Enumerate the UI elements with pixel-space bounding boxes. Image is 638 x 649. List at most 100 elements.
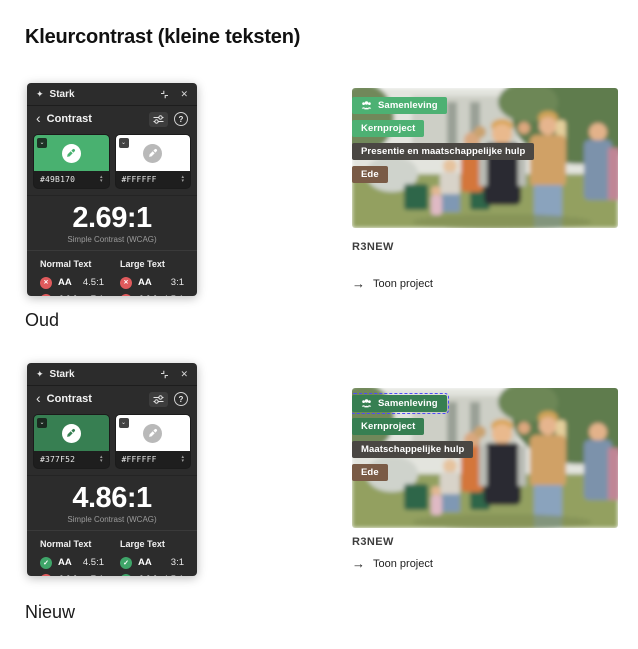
project-card-new: Samenleving Kernproject Maatschappelijke… bbox=[352, 388, 618, 570]
swatch-row: ⌄ #49B170 ▴ ▾ ⌄ #FFFFFF ▴ ▾ bbox=[27, 132, 197, 195]
ratio-caption: Simple Contrast (WCAG) bbox=[67, 235, 157, 245]
minimize-icon[interactable] bbox=[160, 370, 169, 379]
sliders-icon bbox=[153, 394, 164, 404]
tag-stack: Samenleving Kernproject Maatschappelijke… bbox=[352, 388, 474, 487]
stark-logo-icon: ✦ bbox=[36, 88, 44, 99]
sliders-icon bbox=[153, 114, 164, 124]
ratio-caption: Simple Contrast (WCAG) bbox=[67, 515, 157, 525]
result-badge bbox=[120, 556, 132, 569]
help-button[interactable]: ? bbox=[174, 112, 188, 126]
level-label: AAA bbox=[138, 294, 159, 296]
photo-tag-presentie[interactable]: Presentie en maatschappelijke hulp bbox=[352, 143, 535, 160]
large-text-header: Large Text bbox=[120, 539, 165, 550]
requirement-value: 3:1 bbox=[170, 277, 184, 289]
result-badge bbox=[40, 573, 52, 576]
result-badge bbox=[120, 293, 132, 296]
hex-stepper[interactable]: ▴ ▾ bbox=[181, 454, 184, 464]
tag-label: Maatschappelijke hulp bbox=[361, 444, 465, 455]
contrast-view-title: Contrast bbox=[46, 113, 92, 125]
normal-text-header: Normal Text bbox=[40, 259, 92, 270]
level-label: AA bbox=[138, 557, 152, 569]
result-badge bbox=[120, 573, 132, 576]
swatch-dropdown-icon[interactable]: ⌄ bbox=[118, 418, 129, 428]
wcag-results: Normal Text AA 4.5:1 AAA 7:1 Large Text … bbox=[27, 530, 197, 576]
photo-tag-samenleving[interactable]: Samenleving bbox=[352, 97, 447, 114]
project-link[interactable]: → Toon project bbox=[352, 557, 618, 570]
project-link-label: Toon project bbox=[373, 277, 433, 290]
back-chevron-icon[interactable]: ‹ bbox=[36, 390, 41, 406]
level-label: AA bbox=[58, 557, 72, 569]
level-label: AAA bbox=[58, 294, 79, 296]
stark-logo-icon: ✦ bbox=[36, 368, 44, 379]
level-label: AA bbox=[138, 277, 152, 289]
hex-row[interactable]: #49B170 ▴ ▾ bbox=[34, 171, 109, 188]
stark-app-title: Stark bbox=[49, 368, 75, 380]
photo-tag-kernproject[interactable]: Kernproject bbox=[352, 418, 425, 435]
stark-titlebar: ✦ Stark ✕ bbox=[27, 83, 197, 106]
adjust-settings-button[interactable] bbox=[149, 111, 168, 127]
help-button[interactable]: ? bbox=[174, 392, 188, 406]
stark-app-title: Stark bbox=[49, 88, 75, 100]
result-badge bbox=[40, 276, 52, 289]
photo-tag-kernproject[interactable]: Kernproject bbox=[352, 120, 425, 137]
stark-subbar: ‹ Contrast ? bbox=[27, 386, 197, 412]
arrow-right-icon: → bbox=[352, 276, 365, 291]
background-swatch[interactable]: ⌄ #FFFFFF ▴ ▾ bbox=[114, 134, 191, 189]
background-hex-value: #FFFFFF bbox=[121, 455, 157, 464]
people-icon bbox=[361, 399, 372, 408]
contrast-ratio: 4.86:1 bbox=[72, 482, 152, 514]
tag-label: Kernproject bbox=[361, 123, 416, 134]
project-title: R3NEW bbox=[352, 241, 394, 253]
result-row: AA 4.5:1 bbox=[40, 274, 104, 291]
large-text-header: Large Text bbox=[120, 259, 165, 270]
swatch-dropdown-icon[interactable]: ⌄ bbox=[37, 418, 47, 428]
eyedropper-icon[interactable] bbox=[143, 143, 163, 163]
swatch-dropdown-icon[interactable]: ⌄ bbox=[37, 138, 47, 148]
photo-tag-ede[interactable]: Ede bbox=[352, 166, 388, 183]
swatch-row: ⌄ #377F52 ▴ ▾ ⌄ #FFFFFF ▴ ▾ bbox=[27, 412, 197, 475]
level-label: AAA bbox=[58, 574, 79, 576]
swatch-dropdown-icon[interactable]: ⌄ bbox=[118, 138, 129, 148]
foreground-swatch[interactable]: ⌄ #377F52 ▴ ▾ bbox=[33, 414, 110, 469]
photo-tag-samenleving[interactable]: Samenleving bbox=[352, 392, 450, 415]
stark-subbar: ‹ Contrast ? bbox=[27, 106, 197, 132]
foreground-swatch[interactable]: ⌄ #49B170 ▴ ▾ bbox=[33, 134, 110, 189]
tag-label: Ede bbox=[361, 467, 379, 478]
result-row: AA 3:1 bbox=[120, 554, 184, 571]
result-badge bbox=[40, 293, 52, 296]
hex-stepper[interactable]: ▴ ▾ bbox=[181, 174, 184, 184]
hex-row[interactable]: #FFFFFF ▴ ▾ bbox=[115, 451, 190, 468]
result-row: AAA 4.5:1 bbox=[120, 291, 184, 296]
minimize-icon[interactable] bbox=[160, 90, 169, 99]
adjust-settings-button[interactable] bbox=[149, 391, 168, 407]
photo-tag-maatschappelijke-hulp[interactable]: Maatschappelijke hulp bbox=[352, 441, 474, 458]
result-badge bbox=[120, 276, 132, 289]
stark-panel-old: ✦ Stark ✕ ‹ Contrast ? ⌄ #49B170 bbox=[27, 83, 197, 296]
close-icon[interactable]: ✕ bbox=[180, 368, 188, 379]
close-icon[interactable]: ✕ bbox=[180, 88, 188, 99]
project-link[interactable]: → Toon project bbox=[352, 277, 618, 290]
foreground-hex-value: #377F52 bbox=[40, 455, 76, 464]
result-row: AA 3:1 bbox=[120, 274, 184, 291]
project-link-label: Toon project bbox=[373, 557, 433, 570]
section-label-new: Nieuw bbox=[25, 602, 76, 622]
background-swatch[interactable]: ⌄ #FFFFFF ▴ ▾ bbox=[114, 414, 191, 469]
contrast-ratio: 2.69:1 bbox=[72, 202, 152, 234]
tag-label: Ede bbox=[361, 169, 379, 180]
eyedropper-icon[interactable] bbox=[61, 423, 81, 443]
hex-row[interactable]: #377F52 ▴ ▾ bbox=[34, 451, 109, 468]
hex-stepper[interactable]: ▴ ▾ bbox=[99, 454, 103, 464]
eyedropper-icon[interactable] bbox=[143, 423, 163, 443]
hex-row[interactable]: #FFFFFF ▴ ▾ bbox=[115, 171, 190, 188]
hex-stepper[interactable]: ▴ ▾ bbox=[99, 174, 103, 184]
requirement-value: 3:1 bbox=[170, 557, 184, 569]
project-title: R3NEW bbox=[352, 536, 394, 548]
eyedropper-icon[interactable] bbox=[61, 143, 81, 163]
back-chevron-icon[interactable]: ‹ bbox=[36, 110, 41, 126]
result-row: AA 4.5:1 bbox=[40, 554, 104, 571]
photo-tag-ede[interactable]: Ede bbox=[352, 464, 388, 481]
project-card-old: Samenleving Kernproject Presentie en maa… bbox=[352, 88, 618, 290]
requirement-value: 7:1 bbox=[91, 574, 104, 576]
page-title: Kleurcontrast (kleine teksten) bbox=[25, 26, 301, 48]
